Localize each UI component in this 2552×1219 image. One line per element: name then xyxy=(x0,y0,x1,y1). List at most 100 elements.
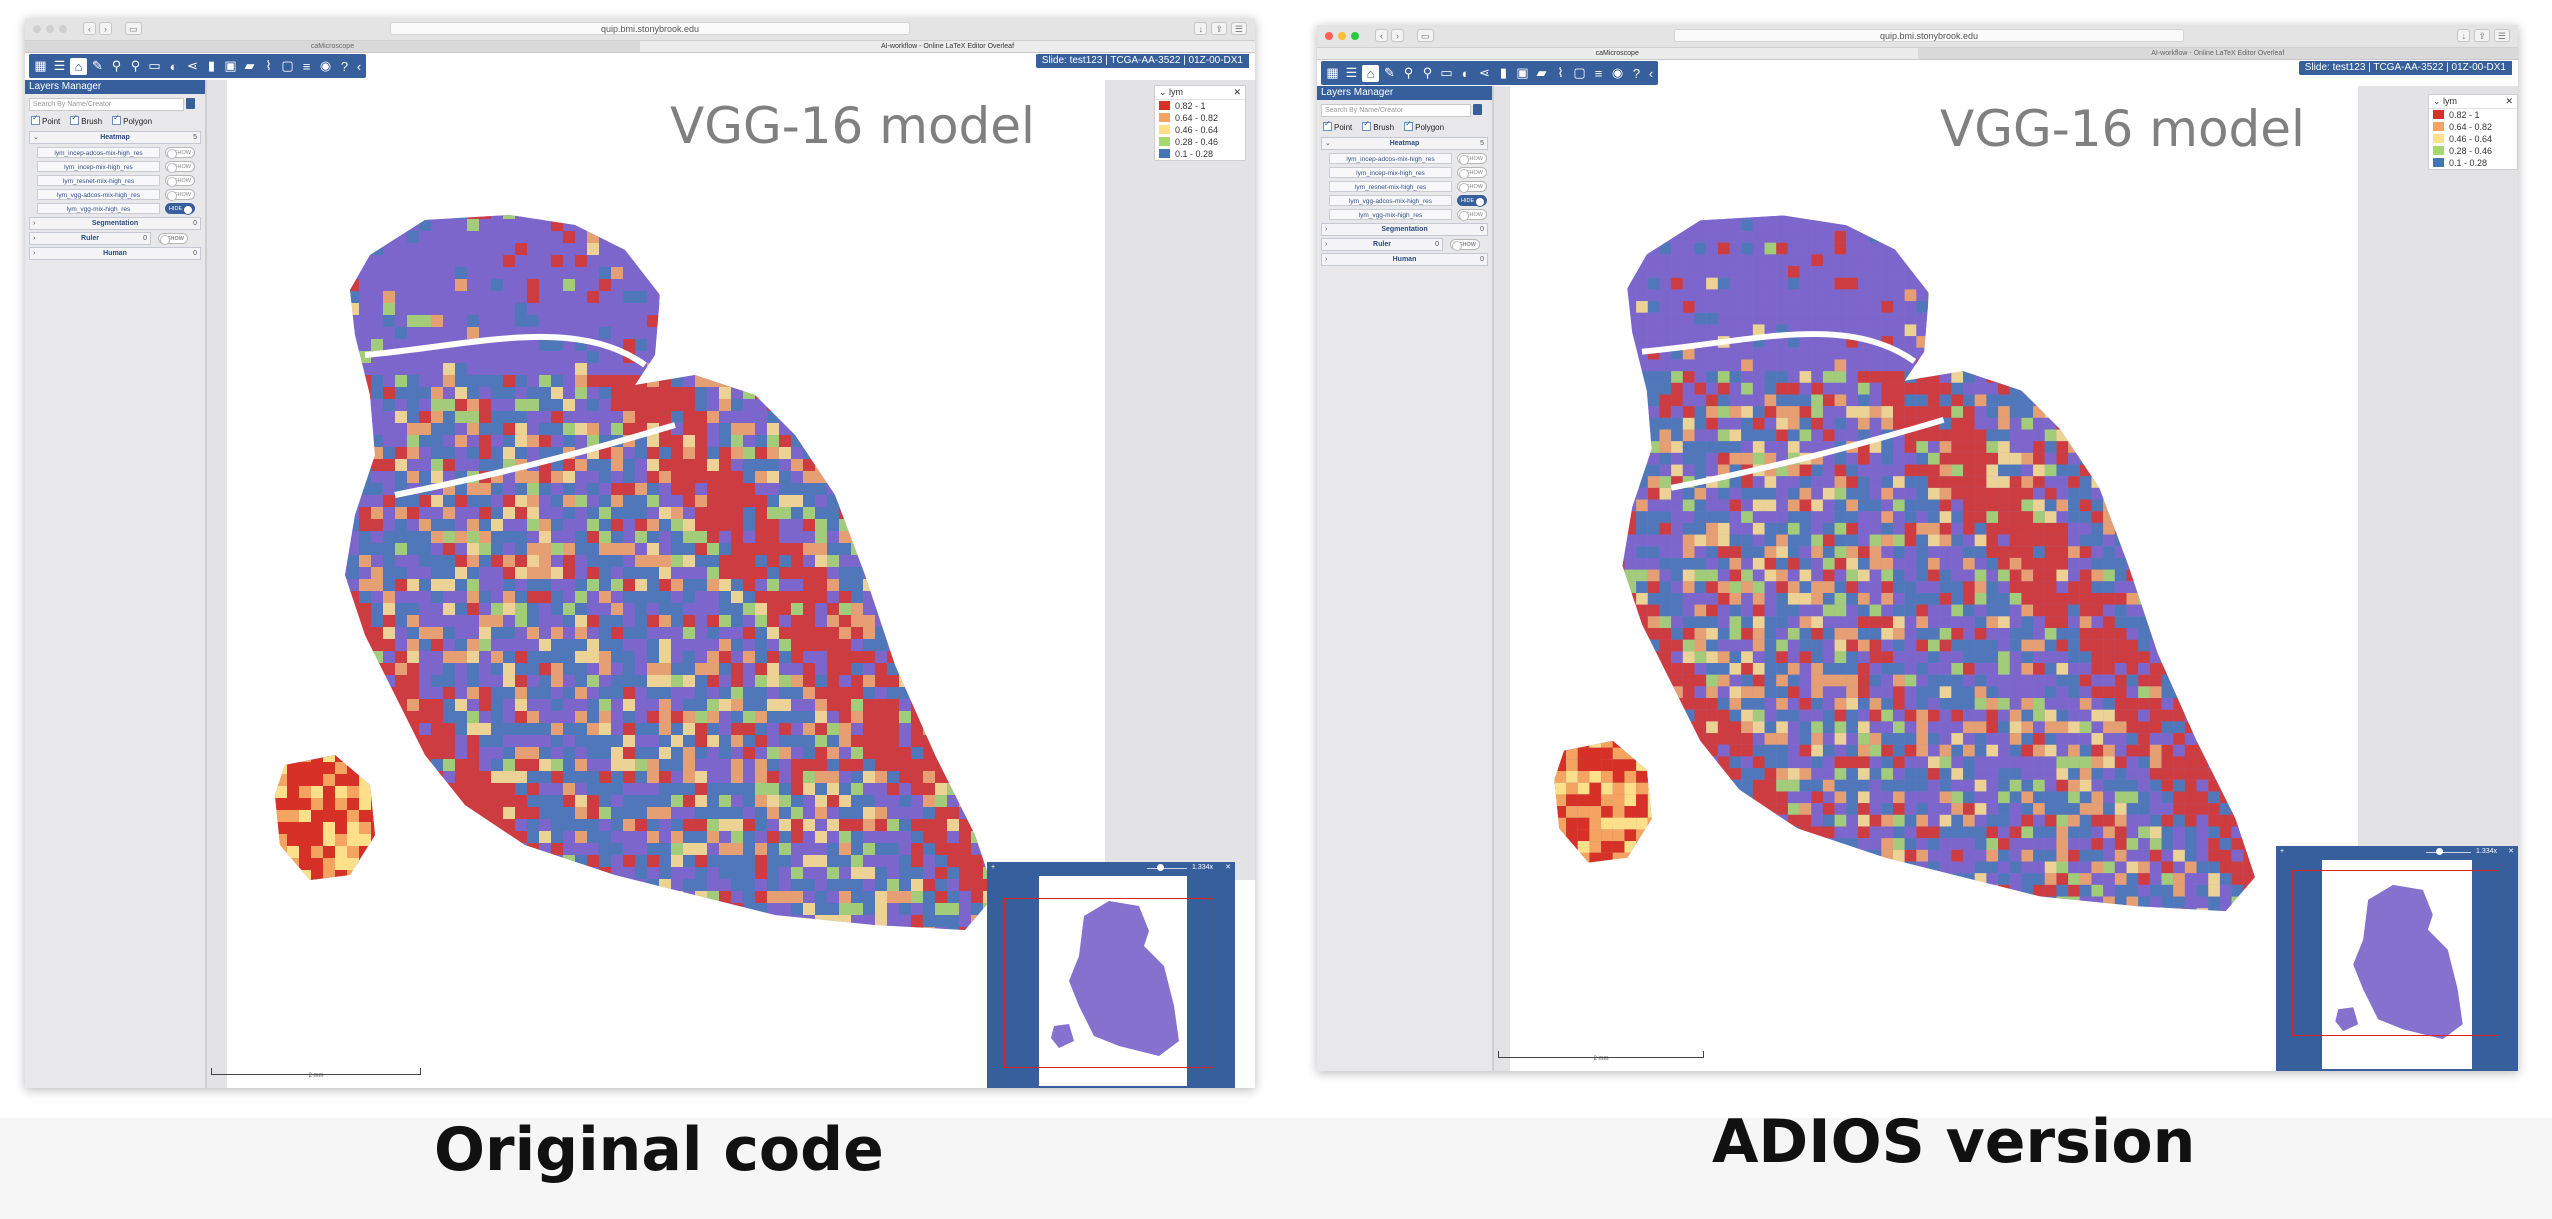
image-icon[interactable]: ▣ xyxy=(224,58,237,73)
layer-group-segmentation[interactable]: › Segmentation 0 xyxy=(29,217,201,230)
zoom-slider-handle[interactable] xyxy=(2436,848,2443,855)
forward-button[interactable]: › xyxy=(99,22,112,35)
layer-name[interactable]: lym_vgg-adcos-mix-high_res xyxy=(37,189,160,200)
layer-name[interactable]: lym_incep-mix-high_res xyxy=(37,161,160,172)
pencil-icon[interactable]: ✎ xyxy=(1384,65,1395,80)
layer-name[interactable]: lym_vgg-mix-high_res xyxy=(1329,209,1452,220)
forward-button[interactable]: › xyxy=(1391,29,1404,42)
layer-name[interactable]: lym_vgg-mix-high_res xyxy=(37,203,160,214)
chevron-right-icon[interactable]: › xyxy=(33,250,36,257)
layer-name[interactable]: lym_incep-mix-high_res xyxy=(1329,167,1452,178)
tabs-overview-icon[interactable]: ☰ xyxy=(1230,22,1247,35)
legend-header[interactable]: ⌄ lym ✕ xyxy=(2429,95,2517,109)
tissue-heatmap[interactable] xyxy=(1554,196,2304,916)
sidebar-toggle-icon[interactable]: ▭ xyxy=(1417,29,1434,42)
zoom-slider[interactable] xyxy=(2426,852,2471,853)
collapse-icon[interactable]: ‹ xyxy=(1648,65,1654,81)
home-icon[interactable]: ⌂ xyxy=(1362,64,1379,82)
film-icon[interactable]: ▮ xyxy=(207,58,216,73)
close-navigator-icon[interactable]: ✕ xyxy=(1225,864,1231,871)
filter-brush-checkbox[interactable]: Brush xyxy=(70,113,102,126)
window-icon[interactable]: ▢ xyxy=(1573,65,1586,80)
apps-icon[interactable]: ▦ xyxy=(1326,65,1339,80)
layer-group-heatmap[interactable]: ⌄ Heatmap 5 xyxy=(1321,137,1488,150)
layer-name[interactable]: lym_incep-adcos-mix-high_res xyxy=(1329,153,1452,164)
chevron-right-icon[interactable]: › xyxy=(33,220,36,227)
layer-visibility-toggle[interactable]: SHOW xyxy=(165,189,195,201)
contrast-icon[interactable]: ◐ xyxy=(169,58,178,74)
layer-visibility-toggle[interactable]: SHOW xyxy=(165,175,195,187)
back-button[interactable]: ‹ xyxy=(1375,29,1388,42)
ruler-visibility-toggle[interactable]: SHOW xyxy=(158,233,188,245)
help-icon[interactable]: ? xyxy=(340,58,349,74)
camera-icon[interactable]: ◉ xyxy=(1611,65,1624,80)
collapse-legend-icon[interactable]: ✕ xyxy=(1233,87,1241,97)
chevron-down-icon[interactable]: ⌄ xyxy=(2433,96,2444,106)
chevron-right-icon[interactable]: › xyxy=(33,235,36,242)
back-button[interactable]: ‹ xyxy=(83,22,96,35)
list-icon[interactable]: ☰ xyxy=(1345,65,1358,80)
layer-visibility-toggle[interactable]: SHOW xyxy=(1457,167,1487,179)
magnifier-icon[interactable]: ⚲ xyxy=(1422,65,1433,80)
window-controls[interactable] xyxy=(33,25,67,33)
layer-search-input[interactable]: Search By Name/Creator xyxy=(29,98,195,111)
close-window-icon[interactable] xyxy=(33,25,41,33)
eyedropper-icon[interactable]: ⚲ xyxy=(111,58,122,73)
help-icon[interactable]: ? xyxy=(1632,65,1641,81)
share-icon[interactable]: ⋖ xyxy=(1479,65,1490,80)
contrast-icon[interactable]: ◐ xyxy=(1461,65,1470,81)
layer-group-segmentation[interactable]: › Segmentation 0 xyxy=(1321,223,1488,236)
filter-polygon-checkbox[interactable]: Polygon xyxy=(1404,119,1444,132)
share-button[interactable]: ⇪ xyxy=(2474,29,2490,42)
share-icon[interactable]: ⋖ xyxy=(187,58,198,73)
search-icon[interactable] xyxy=(186,98,195,109)
list-icon[interactable]: ☰ xyxy=(53,58,66,73)
eyedropper-icon[interactable]: ⚲ xyxy=(1403,65,1414,80)
navigator-viewport-rect[interactable] xyxy=(2292,870,2498,1036)
slide-viewer[interactable]: VGG-16 model ⌄ lym ✕ 0.82 - 1 0.64 - 0.82 0.… xyxy=(207,80,1255,1088)
zoom-window-icon[interactable] xyxy=(59,25,67,33)
zoom-window-icon[interactable] xyxy=(1351,32,1359,40)
pencil-icon[interactable]: ✎ xyxy=(92,58,103,73)
layer-visibility-toggle[interactable]: SHOW xyxy=(1457,181,1487,193)
filter-brush-checkbox[interactable]: Brush xyxy=(1362,119,1394,132)
tab-overleaf[interactable]: AI-workflow - Online LaTeX Editor Overle… xyxy=(2151,50,2285,57)
chevron-right-icon[interactable]: › xyxy=(1325,241,1328,248)
downloads-icon[interactable]: ↓ xyxy=(1194,22,1208,35)
zoom-slider-handle[interactable] xyxy=(1157,864,1164,871)
navigator-thumbnail[interactable] xyxy=(1039,876,1187,1086)
filter-point-checkbox[interactable]: Point xyxy=(31,113,60,126)
layer-name[interactable]: lym_resnet-mix-high_res xyxy=(1329,181,1452,192)
zoom-in-icon[interactable]: + xyxy=(2280,848,2285,855)
layer-name[interactable]: lym_incep-adcos-mix-high_res xyxy=(37,147,160,158)
address-bar[interactable]: quip.bmi.stonybrook.edu xyxy=(1674,29,2184,42)
layer-search-input[interactable]: Search By Name/Creator xyxy=(1321,104,1482,117)
minimize-window-icon[interactable] xyxy=(46,25,54,33)
address-bar[interactable]: quip.bmi.stonybrook.edu xyxy=(390,22,910,35)
chevron-right-icon[interactable]: › xyxy=(1325,256,1328,263)
layer-name[interactable]: lym_resnet-mix-high_res xyxy=(37,175,160,186)
share-button[interactable]: ⇪ xyxy=(1211,22,1227,35)
zoom-in-icon[interactable]: + xyxy=(991,864,996,871)
sidebar-toggle-icon[interactable]: ▭ xyxy=(125,22,142,35)
label-icon[interactable]: ▰ xyxy=(244,58,255,73)
layer-name[interactable]: lym_vgg-adcos-mix-high_res xyxy=(1329,195,1452,206)
film-icon[interactable]: ▮ xyxy=(1499,65,1508,80)
layer-group-ruler[interactable]: › Ruler 0 SHOW xyxy=(29,232,188,245)
filter-polygon-checkbox[interactable]: Polygon xyxy=(112,113,152,126)
layer-visibility-toggle[interactable]: SHOW xyxy=(165,147,195,159)
line-chart-icon[interactable]: ⌇ xyxy=(1557,65,1564,80)
legend-header[interactable]: ⌄ lym ✕ xyxy=(1155,86,1245,100)
zoom-slider[interactable] xyxy=(1147,868,1187,869)
tissue-heatmap[interactable] xyxy=(275,195,1045,935)
tab-overleaf[interactable]: AI-workflow - Online LaTeX Editor Overle… xyxy=(640,41,1255,52)
ruler-icon[interactable]: ▭ xyxy=(148,58,161,73)
home-icon[interactable]: ⌂ xyxy=(70,57,87,75)
line-chart-icon[interactable]: ⌇ xyxy=(265,58,272,73)
layer-group-human[interactable]: › Human 0 xyxy=(29,247,201,260)
filter-point-checkbox[interactable]: Point xyxy=(1323,119,1352,132)
ruler-icon[interactable]: ▭ xyxy=(1440,65,1453,80)
layer-visibility-toggle[interactable]: SHOW xyxy=(165,161,195,173)
minimize-window-icon[interactable] xyxy=(1338,32,1346,40)
apps-icon[interactable]: ▦ xyxy=(34,58,47,73)
